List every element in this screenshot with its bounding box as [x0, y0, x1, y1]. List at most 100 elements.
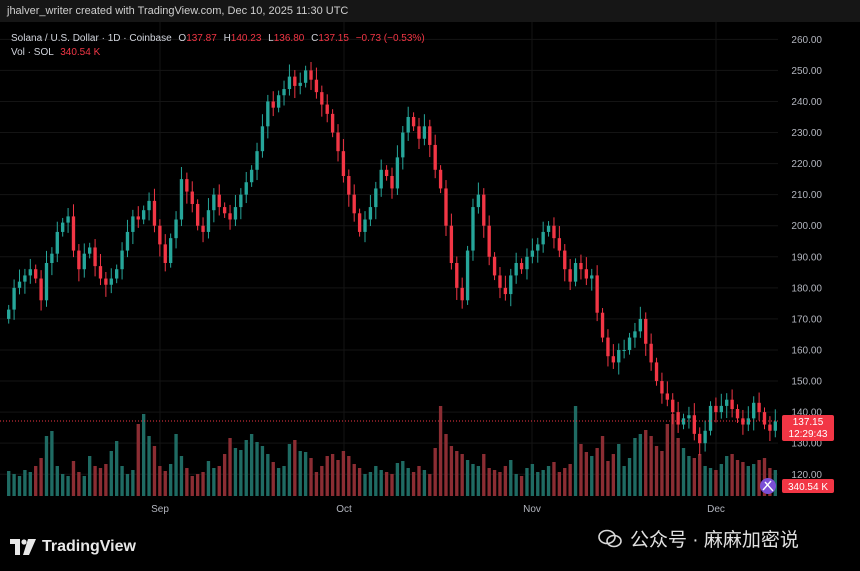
candle-body	[552, 225, 556, 239]
open-value: 137.87	[186, 33, 217, 44]
volume-bar	[336, 460, 340, 496]
time-tick-label: Nov	[523, 504, 541, 515]
volume-bar	[179, 456, 184, 496]
volume-label: Vol · SOL	[11, 47, 54, 58]
volume-bar	[93, 466, 97, 496]
candle-body	[260, 126, 265, 152]
volume-bar	[730, 454, 734, 496]
candle-body	[39, 278, 43, 301]
candle-body	[455, 263, 459, 288]
candle-body	[611, 356, 616, 363]
candle-body	[357, 213, 362, 232]
high-label: H	[223, 33, 231, 44]
candle-body	[125, 231, 130, 251]
price-tick-label: 150.00	[791, 377, 822, 388]
volume-bar	[633, 438, 637, 496]
volume-bar	[665, 424, 670, 496]
candle-body	[411, 116, 416, 127]
candle-body	[768, 424, 772, 431]
volume-bar	[433, 448, 437, 496]
volume-bar	[746, 466, 750, 496]
price-axis[interactable]: 120.00 130.00 140.00 150.00 160.00 170.00 180.…	[791, 35, 822, 481]
candle-body	[98, 266, 103, 279]
candle-body	[131, 216, 135, 232]
candle-body	[34, 269, 38, 279]
volume-bar	[406, 468, 410, 496]
time-axis[interactable]: Sep Oct Nov Dec	[151, 504, 725, 515]
candle-body	[12, 287, 16, 310]
price-tick-label: 120.00	[791, 470, 822, 481]
volume-bar	[347, 456, 351, 496]
candle-body	[568, 269, 572, 282]
candle-body	[88, 247, 92, 254]
volume-bar	[401, 461, 405, 496]
candle-body	[492, 256, 497, 276]
candle-body	[93, 247, 97, 267]
volume-bar	[541, 470, 545, 496]
volume-bar	[563, 468, 567, 496]
candle-body	[541, 231, 545, 245]
symbol-title: Solana / U.S. Dollar · 1D · Coinbase	[11, 33, 172, 44]
volume-bar	[654, 446, 659, 496]
volume-bar	[141, 414, 146, 496]
volume-bar	[552, 462, 556, 496]
volume-bar	[61, 474, 65, 496]
candle-body	[114, 269, 119, 279]
low-label: L	[268, 33, 274, 44]
volume-bar	[595, 448, 599, 496]
tradingview-logo[interactable]: TradingView	[10, 538, 136, 556]
candle-body	[147, 200, 151, 211]
candle-body	[617, 349, 621, 363]
candle-body	[638, 318, 643, 332]
volume-bar	[309, 458, 313, 496]
price-tick-label: 240.00	[791, 97, 822, 108]
candle-body	[746, 418, 750, 425]
volume-bar	[293, 440, 297, 496]
price-tick-label: 180.00	[791, 283, 822, 294]
candle-body	[660, 381, 664, 394]
current-price-label: 137.15	[793, 417, 824, 428]
volume-bar	[546, 466, 551, 496]
volume-bar	[287, 444, 292, 496]
tradingview-plugin-icon[interactable]	[760, 478, 776, 494]
volume-bar	[271, 462, 275, 496]
candle-body	[195, 203, 200, 226]
price-tick-label: 160.00	[791, 345, 822, 356]
candle-body	[530, 250, 535, 257]
candle-body	[244, 182, 248, 195]
volume-bar	[136, 424, 140, 496]
candle-body	[66, 216, 70, 223]
price-tick-label: 260.00	[791, 35, 822, 46]
candlestick-chart[interactable]: 120.00 130.00 140.00 150.00 160.00 170.00 180.…	[0, 22, 860, 530]
volume-value: 340.54 K	[60, 47, 101, 58]
candle-body	[644, 318, 648, 344]
volume-bar	[195, 474, 200, 496]
volume-bar	[703, 466, 707, 496]
volume-bar	[303, 452, 308, 496]
change-value: −0.73 (−0.53%)	[355, 33, 425, 44]
volume-bar	[676, 438, 680, 496]
volume-bar	[249, 434, 254, 496]
volume-bar	[17, 476, 22, 496]
volume-bar	[660, 451, 664, 496]
candle-body	[546, 225, 551, 232]
candle-body	[536, 244, 540, 251]
volume-bar	[471, 464, 475, 496]
current-price-badge: 137.15 12:29:43	[782, 414, 834, 441]
candle-body	[514, 263, 518, 276]
volume-bar	[163, 471, 167, 496]
volume-bar	[320, 466, 324, 496]
candle-body	[460, 287, 464, 301]
candle-body	[341, 151, 346, 177]
volume-bar	[455, 451, 459, 496]
candle-body	[50, 253, 54, 263]
candle-body	[503, 287, 508, 295]
candle-body	[482, 194, 486, 226]
volume-bar	[719, 464, 723, 496]
volume-bar	[325, 456, 329, 496]
candle-body	[141, 210, 146, 220]
volume-bar	[503, 466, 508, 496]
volume-bar	[298, 451, 302, 496]
candle-body	[163, 244, 167, 263]
candle-body	[730, 399, 734, 410]
